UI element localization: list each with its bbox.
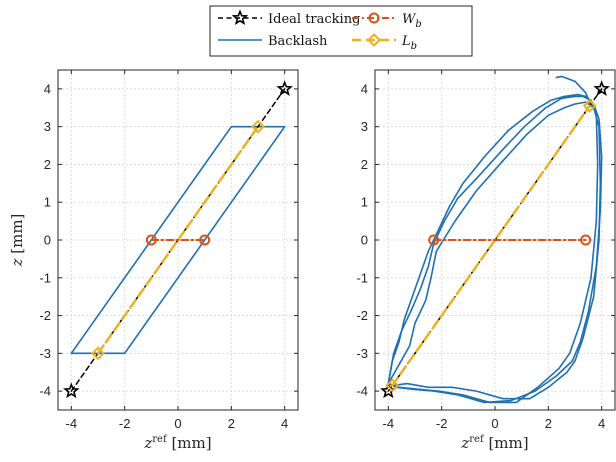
legend-label-ideal: Ideal tracking bbox=[268, 12, 360, 27]
y-tick-label: -2 bbox=[39, 308, 51, 323]
y-tick-label: -2 bbox=[356, 308, 368, 323]
left-plot-panel: -4 -2 0 2 4 -4 -3 -2 -1 0 1 2 3 4 zref [mm] z [mm] bbox=[8, 69, 299, 452]
marker-w-b bbox=[580, 234, 592, 246]
series-line-backlash-loop-1 bbox=[387, 95, 599, 404]
x-tick-label: -4 bbox=[66, 416, 78, 431]
legend-marker-lb bbox=[367, 33, 381, 47]
marker-l-b bbox=[582, 98, 597, 113]
series-line-l-b bbox=[391, 104, 591, 387]
x-tick-label: 0 bbox=[174, 416, 181, 431]
marker-ideal-tracking bbox=[276, 80, 293, 96]
y-tick-label: 4 bbox=[361, 81, 368, 96]
y-tick-label: -1 bbox=[356, 270, 368, 285]
y-tick-label: 4 bbox=[44, 81, 51, 96]
x-tick-label: -2 bbox=[119, 416, 131, 431]
legend-marker-wb bbox=[368, 12, 380, 24]
y-tick-label: -1 bbox=[39, 270, 51, 285]
series-line-backlash bbox=[70, 125, 286, 355]
y-tick-label: 1 bbox=[361, 195, 368, 210]
marker-l-b bbox=[385, 378, 400, 393]
y-tick-label: 2 bbox=[361, 157, 368, 172]
y-tick-label: -3 bbox=[39, 346, 51, 361]
y-tick-label: 2 bbox=[44, 157, 51, 172]
y-tick-label: 0 bbox=[361, 233, 368, 248]
legend: Ideal tracking Wb Backlash Lb bbox=[209, 5, 473, 57]
x-tick-label: 4 bbox=[598, 416, 605, 431]
y-axis-label: z [mm] bbox=[8, 214, 26, 268]
legend-label-wb: Wb bbox=[402, 12, 422, 30]
x-axis-label: zref [mm] bbox=[143, 434, 211, 452]
marker-w-b bbox=[145, 234, 157, 246]
x-tick-label: 0 bbox=[491, 416, 498, 431]
y-tick-label: -4 bbox=[356, 384, 368, 399]
x-tick-label: 4 bbox=[281, 416, 288, 431]
series-line-backlash-loop-3 bbox=[555, 75, 592, 107]
right-plot-panel: -4 -2 0 2 4 -4 -3 -2 -1 0 1 2 3 4 zref [mm] bbox=[356, 69, 616, 452]
marker-l-b bbox=[91, 346, 105, 361]
x-axis-label: zref [mm] bbox=[460, 434, 528, 452]
x-tick-label: 2 bbox=[228, 416, 235, 431]
series-line-backlash-loop-2 bbox=[387, 93, 603, 404]
legend-box bbox=[209, 5, 473, 57]
marker-w-b bbox=[428, 234, 440, 246]
marker-ideal-tracking bbox=[63, 382, 80, 399]
x-tick-label: -4 bbox=[383, 416, 395, 431]
marker-l-b bbox=[251, 119, 265, 134]
x-tick-label: 2 bbox=[545, 416, 552, 431]
y-tick-label: -4 bbox=[39, 384, 51, 399]
series-group bbox=[70, 88, 286, 392]
legend-label-backlash: Backlash bbox=[268, 34, 328, 49]
legend-label-lb: Lb bbox=[401, 34, 417, 52]
series-group bbox=[387, 75, 603, 404]
y-tick-label: 1 bbox=[44, 195, 51, 210]
legend-marker-ideal bbox=[231, 9, 249, 26]
y-tick-label: 0 bbox=[44, 233, 51, 248]
series-line-l-b bbox=[96, 125, 260, 355]
marker-ideal-tracking bbox=[593, 80, 610, 96]
marker-w-b bbox=[199, 234, 211, 246]
x-tick-label: -2 bbox=[436, 416, 448, 431]
y-tick-label: 3 bbox=[361, 119, 368, 134]
y-tick-label: 3 bbox=[44, 119, 51, 134]
y-tick-label: -3 bbox=[356, 346, 368, 361]
